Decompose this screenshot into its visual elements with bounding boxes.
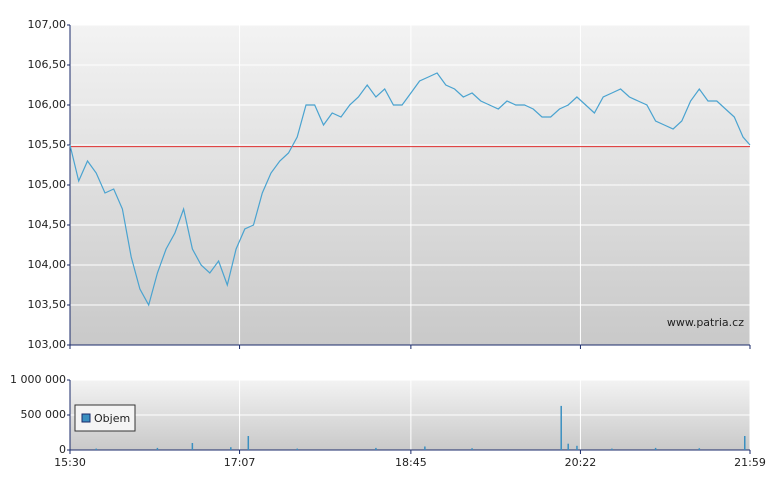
y-tick-label: 107,00 xyxy=(28,18,67,31)
y-tick-label: 104,50 xyxy=(28,218,67,231)
volume-bar xyxy=(744,436,746,450)
volume-bar xyxy=(375,447,377,450)
legend-label: Objem xyxy=(94,412,130,425)
volume-bar xyxy=(424,446,426,450)
legend-swatch xyxy=(81,413,91,423)
y-tick-label: 500 000 xyxy=(21,408,67,421)
y-tick-label: 1 000 000 xyxy=(10,373,66,386)
y-tick-label: 105,50 xyxy=(28,138,67,151)
x-tick-label: 21:59 xyxy=(734,456,766,469)
x-tick-label: 20:22 xyxy=(565,456,597,469)
y-tick-label: 0 xyxy=(59,443,66,456)
volume-bar xyxy=(654,447,657,450)
volume-bar xyxy=(191,443,194,450)
y-tick-label: 105,00 xyxy=(28,178,67,191)
volume-bar xyxy=(156,447,159,450)
x-tick-label: 18:45 xyxy=(395,456,427,469)
y-tick-label: 106,00 xyxy=(28,98,67,111)
volume-bar xyxy=(471,448,473,450)
volume-bar xyxy=(611,448,613,450)
y-tick-label: 104,00 xyxy=(28,258,67,271)
volume-bar xyxy=(247,436,250,450)
volume-bar xyxy=(95,448,97,450)
watermark: www.patria.cz xyxy=(667,316,744,329)
price-line xyxy=(69,72,751,307)
volume-bar xyxy=(296,448,298,450)
y-tick-label: 103,00 xyxy=(28,338,67,351)
y-tick-label: 103,50 xyxy=(28,298,67,311)
y-tick-label: 106,50 xyxy=(28,58,67,71)
volume-bar xyxy=(560,405,562,450)
x-tick-label: 17:07 xyxy=(224,456,256,469)
volume-bar xyxy=(567,443,569,450)
volume-bar xyxy=(576,445,578,450)
volume-bar xyxy=(230,447,232,450)
volume-bar xyxy=(698,448,701,450)
x-tick-label: 15:30 xyxy=(54,456,86,469)
